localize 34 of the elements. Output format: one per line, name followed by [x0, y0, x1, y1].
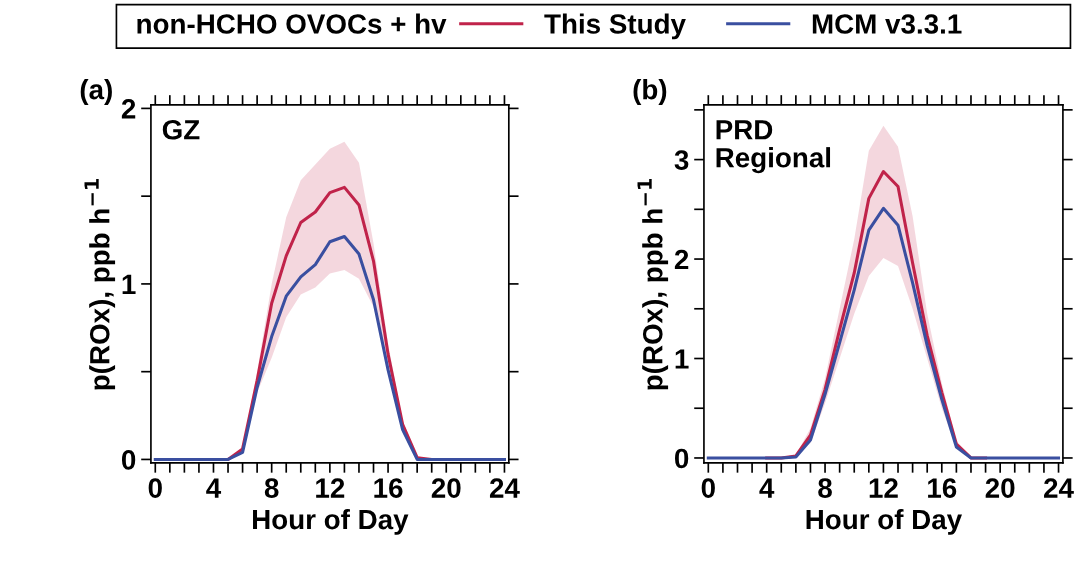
x-tick-label: 8 — [264, 478, 279, 498]
x-tick-label: 4 — [759, 478, 775, 498]
x-tick-label: 12 — [869, 478, 898, 498]
chart-title: (b) — [633, 79, 667, 105]
legend-label: This Study — [544, 13, 686, 40]
line-series — [153, 235, 506, 461]
x-tick-label: 24 — [1044, 478, 1074, 498]
x-axis-title: Hour of Day — [253, 508, 409, 535]
y-tick-label: 1 — [675, 349, 689, 369]
y-tick-label: 2 — [674, 249, 689, 270]
x-tick-label: 20 — [431, 478, 461, 498]
legend-title: non-HCHO OVOCs + hv — [137, 13, 447, 34]
x-tick-label: 0 — [701, 478, 715, 498]
x-tick-label: 8 — [818, 478, 832, 498]
x-tick-label: 20 — [985, 478, 1015, 498]
x-axis-title: Hour of Day — [806, 508, 962, 535]
legend-label: MCM v3.3.1 — [812, 14, 962, 34]
line-series — [706, 206, 1061, 460]
y-tick-label: 0 — [121, 450, 136, 470]
x-tick-label: 12 — [316, 478, 345, 498]
annotation: GZ — [162, 119, 200, 140]
x-tick-label: 4 — [206, 478, 222, 498]
y-axis-title: p(ROx), ppb h$^{−1}$ — [84, 178, 116, 390]
y-tick-label: 1 — [122, 274, 136, 294]
y-tick-label: 0 — [675, 448, 689, 469]
chart-title: (a) — [80, 79, 112, 105]
y-tick-label: 3 — [674, 150, 689, 170]
x-tick-label: 16 — [928, 478, 957, 498]
x-tick-label: 0 — [148, 478, 162, 498]
y-tick-label: 2 — [121, 99, 136, 119]
annotation: PRD Regional — [716, 120, 831, 174]
x-tick-label: 24 — [489, 478, 520, 498]
x-tick-label: 16 — [374, 478, 403, 498]
y-axis-title: p(ROx), ppb h$^{−1}$ — [637, 178, 669, 390]
